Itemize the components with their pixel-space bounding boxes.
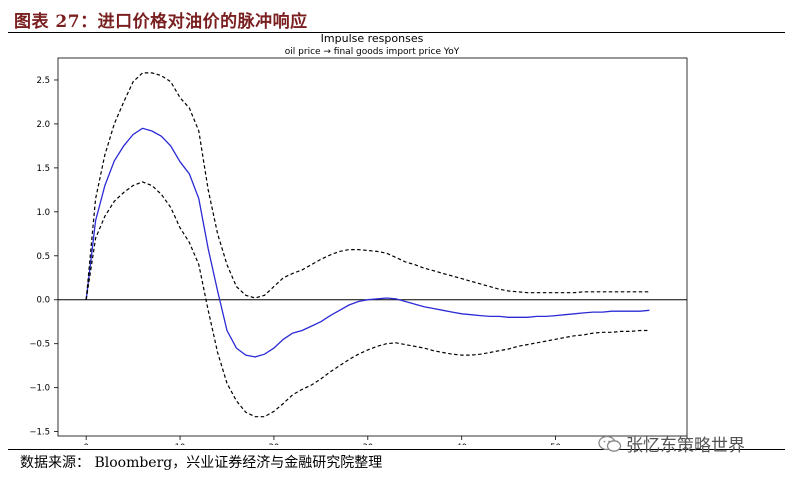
source-rule [8, 449, 785, 450]
upper-band-line [85, 72, 650, 300]
y-tick-label: −1.0 [29, 384, 50, 394]
impulse-response-chart: Impulse responses oil price → final good… [29, 32, 688, 445]
x-tick-label: 10 [175, 443, 186, 445]
y-tick-label: 1.5 [36, 164, 50, 174]
figure-title: 图表 27：进口价格对油价的脉冲响应 [14, 12, 308, 32]
y-tick-label: 0.5 [36, 252, 50, 262]
x-tick-label: 30 [362, 443, 373, 445]
response-line [85, 127, 650, 358]
watermark-text: 张忆东策略世界 [626, 436, 745, 456]
x-tick-label: 20 [269, 443, 280, 445]
chart-subtitle: oil price → final goods import price YoY [285, 47, 460, 57]
y-tick-label: 0.0 [36, 296, 50, 306]
y-tick-label: 2.0 [36, 120, 50, 130]
y-tick-label: 2.5 [36, 76, 50, 86]
y-tick-label: 1.0 [36, 208, 50, 218]
lower-band-line [85, 181, 650, 418]
x-tick-label: 0 [83, 443, 88, 445]
x-tick-label: 50 [550, 443, 561, 445]
wechat-icon [598, 435, 622, 452]
plot-frame [57, 57, 688, 437]
chart-title: Impulse responses [321, 32, 424, 45]
y-tick-label: −0.5 [29, 340, 50, 350]
x-tick-label: 40 [456, 443, 467, 445]
title-rule [8, 32, 785, 33]
y-tick-label: −1.5 [29, 428, 50, 438]
watermark: 张忆东策略世界 [598, 431, 745, 456]
source-note: 数据来源： Bloomberg，兴业证券经济与金融研究院整理 [20, 455, 383, 471]
